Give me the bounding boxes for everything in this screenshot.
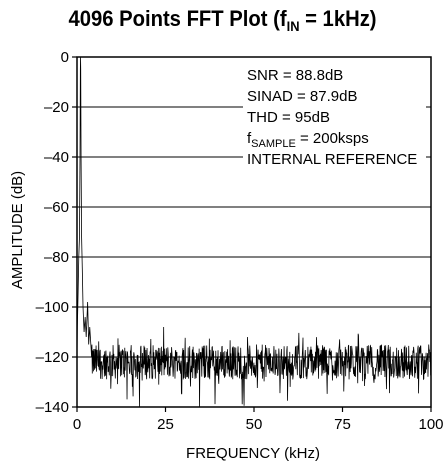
x-tick-label: 25: [157, 416, 174, 433]
fft-trace: [76, 56, 432, 408]
annotation-thd: THD = 95dB: [247, 109, 330, 126]
x-axis-label: FREQUENCY (kHz): [186, 445, 320, 462]
x-axis-ticks: 0 25 50 75 100: [73, 407, 444, 433]
y-tick-label: –120: [36, 349, 69, 366]
annotation-snr: SNR = 88.8dB: [247, 67, 343, 84]
x-tick-label: 75: [334, 416, 351, 433]
y-tick-label: 0: [61, 49, 69, 66]
y-tick-label: –20: [44, 99, 69, 116]
x-tick-label: 0: [73, 416, 81, 433]
y-tick-label: –80: [44, 249, 69, 266]
y-tick-label: –100: [36, 299, 69, 316]
chart-title: 4096 Points FFT Plot (fIN = 1kHz): [68, 6, 377, 34]
annotation-bg: [243, 64, 426, 170]
x-tick-label: 100: [418, 416, 443, 433]
annotation-sinad: SINAD = 87.9dB: [247, 88, 357, 105]
x-tick-label: 50: [246, 416, 263, 433]
fft-trace-group: [76, 56, 432, 408]
y-tick-label: –140: [36, 399, 69, 416]
y-axis-label: AMPLITUDE (dB): [9, 171, 26, 289]
y-axis-ticks: 0 –20 –40 –60 –80 –100 –120 –140: [36, 49, 77, 416]
annotation-reference: INTERNAL REFERENCE: [247, 151, 417, 168]
annotation-box: [243, 64, 426, 170]
annotation-fsample: fSAMPLE = 200ksps: [247, 130, 369, 150]
y-tick-label: –40: [44, 149, 69, 166]
y-tick-label: –60: [44, 199, 69, 216]
